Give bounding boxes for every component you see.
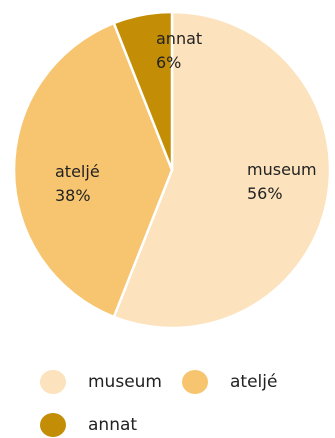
slice-category-label-museum: museum (247, 160, 317, 179)
legend-swatch-annat (40, 413, 66, 437)
slice-category-label-atelje: ateljé (55, 162, 100, 181)
legend-label-atelje: ateljé (230, 372, 278, 392)
pie-chart: museum 56% ateljé 38% annat 6% (12, 10, 332, 330)
pie-slice-atelje (12, 21, 174, 319)
slice-category-label-annat: annat (156, 29, 202, 48)
legend-item-museum: museum (40, 369, 162, 395)
legend-item-atelje: ateljé (182, 369, 277, 395)
legend-item-annat: annat (40, 412, 137, 438)
slice-value-label-atelje: 38% (55, 186, 91, 205)
legend-label-museum: museum (88, 372, 162, 392)
slice-value-label-museum: 56% (247, 184, 283, 203)
pie-slice-museum (112, 10, 332, 330)
legend-swatch-atelje (182, 370, 208, 394)
legend-label-annat: annat (88, 415, 138, 435)
legend-swatch-museum (40, 370, 66, 394)
slice-value-label-annat: 6% (156, 53, 181, 72)
pie-slice-annat (112, 10, 174, 172)
